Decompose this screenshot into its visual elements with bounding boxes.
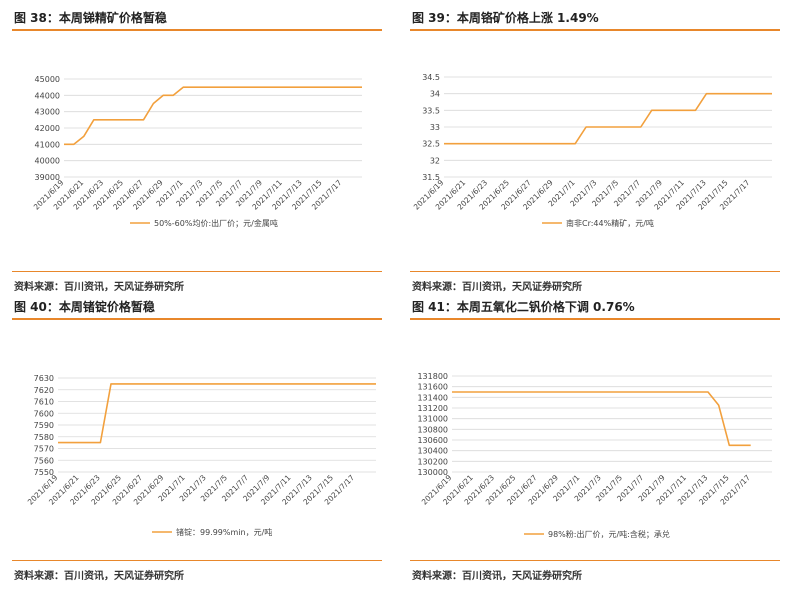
chart-panel-4: 图 41：本周五氧化二钒价格下调 0.76% 130000 130200 13040… [410,298,782,582]
y-tick-label: 39000 [35,173,60,182]
y-tick-label: 131000 [417,415,448,424]
y-tick-label: 130000 [417,468,448,477]
source-divider [12,560,382,561]
source-divider [410,271,780,272]
y-tick-label: 7550 [34,468,54,477]
chart-title: 图 39：本周铬矿价格上涨 1.49% [412,11,599,25]
y-tick-label: 130400 [417,447,448,456]
series-line [64,86,362,146]
y-tick-label: 7570 [34,445,54,454]
y-tick-label: 130600 [417,436,448,445]
y-tick-label: 131400 [417,393,448,402]
series-line [444,92,772,145]
y-tick-label: 7560 [34,456,54,465]
y-tick-label: 7580 [34,433,54,442]
legend-label: 南非Cr:44%精矿，元/吨 [566,218,654,228]
y-tick-label: 7600 [34,409,54,418]
line-chart-antimony: 390004000041000420004300044000450002021/… [32,75,362,228]
y-tick-label: 33.5 [422,106,440,115]
legend-label: 锗锭：99.99%min，元/吨 [176,527,272,537]
legend-label: 98%粉:出厂价，元/吨:含税；承兑 [548,529,670,539]
y-tick-label: 7590 [34,421,54,430]
y-tick-label: 40000 [35,157,60,166]
source-note: 资料来源：百川资讯，天风证券研究所 [412,282,582,293]
chart-title: 图 38：本周锑精矿价格暂稳 [14,11,167,25]
y-tick-label: 33 [430,123,440,132]
y-tick-label: 130800 [417,425,448,434]
y-tick-label: 131600 [417,383,448,392]
y-tick-label: 43000 [35,108,60,117]
line-chart-germanium: 7550756075707580759076007610762076302021… [26,374,376,537]
chart-title: 图 40：本周锗锭价格暂稳 [14,300,155,314]
y-tick-label: 32 [430,156,440,165]
y-tick-label: 7620 [34,386,54,395]
title-divider [410,29,780,31]
chart-panel-3: 图 40：本周锗锭价格暂稳 7550 7560 7570 7580 7590 7600 76… [12,298,384,582]
y-tick-label: 41000 [35,140,60,149]
title-divider [410,318,780,320]
chart-title: 图 41：本周五氧化二钒价格下调 0.76% [412,300,635,314]
y-tick-label: 32.5 [422,140,440,149]
y-tick-label: 34 [430,90,440,99]
source-note: 资料来源：百川资讯，天风证券研究所 [14,571,184,582]
y-tick-label: 130200 [417,457,448,466]
source-note: 资料来源：百川资讯，天风证券研究所 [412,571,582,582]
y-tick-label: 131800 [417,372,448,381]
legend-label: 50%-60%均价:出厂价；元/金属吨 [154,218,278,228]
title-divider [12,318,382,320]
y-tick-label: 34.5 [422,73,440,82]
y-tick-label: 44000 [35,91,60,100]
title-divider [12,29,382,31]
y-tick-label: 42000 [35,124,60,133]
y-tick-label: 7630 [34,374,54,383]
y-tick-label: 7610 [34,398,54,407]
series-line [58,383,376,444]
y-tick-label: 31.5 [422,173,440,182]
y-tick-label: 45000 [35,75,60,84]
source-note: 资料来源：百川资讯，天风证券研究所 [14,282,184,293]
source-divider [410,560,780,561]
line-chart-chrome-ore: 31.53232.53333.53434.52021/6/192021/6/21… [412,73,772,228]
source-divider [12,271,382,272]
chart-panel-2: 图 39：本周铬矿价格上涨 1.49% 31.5 32 32.5 33 33.5 34 34… [410,9,782,293]
chart-panel-1: 图 38：本周锑精矿价格暂稳 39000 40000 41000 42000 43000… [12,9,384,293]
y-tick-label: 131200 [417,404,448,413]
series-line [452,391,751,447]
